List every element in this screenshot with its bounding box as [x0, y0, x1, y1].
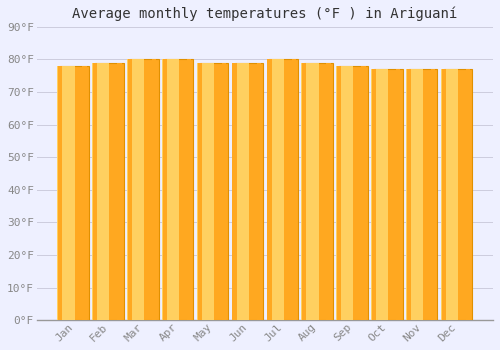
Bar — [130, 60, 158, 320]
Bar — [396, 69, 400, 320]
Bar — [127, 60, 144, 320]
Bar — [232, 63, 249, 320]
Bar — [257, 63, 261, 320]
Bar — [270, 60, 298, 320]
Bar — [304, 63, 333, 320]
Bar — [197, 63, 214, 320]
Bar — [165, 60, 194, 320]
Title: Average monthly temperatures (°F ) in Ariguaní: Average monthly temperatures (°F ) in Ar… — [72, 7, 458, 21]
Bar — [93, 63, 98, 320]
Bar — [152, 60, 156, 320]
Bar — [406, 69, 423, 320]
Bar — [232, 63, 236, 320]
Bar — [371, 69, 388, 320]
Bar — [58, 66, 62, 320]
Bar — [292, 60, 296, 320]
Bar — [58, 66, 74, 320]
Bar — [198, 63, 202, 320]
Bar — [339, 66, 368, 320]
Bar — [60, 66, 89, 320]
Bar — [302, 63, 306, 320]
Bar — [268, 60, 272, 320]
Bar — [444, 69, 472, 320]
Bar — [162, 60, 167, 320]
Bar — [118, 63, 122, 320]
Bar — [187, 60, 192, 320]
Bar — [442, 69, 446, 320]
Bar — [372, 69, 376, 320]
Bar — [441, 69, 458, 320]
Bar — [200, 63, 228, 320]
Bar — [82, 66, 87, 320]
Bar — [362, 66, 366, 320]
Bar — [374, 69, 402, 320]
Bar — [128, 60, 132, 320]
Bar — [326, 63, 330, 320]
Bar — [222, 63, 226, 320]
Bar — [406, 69, 411, 320]
Bar — [409, 69, 438, 320]
Bar — [302, 63, 318, 320]
Bar — [466, 69, 470, 320]
Bar — [336, 66, 353, 320]
Bar — [234, 63, 263, 320]
Bar — [92, 63, 110, 320]
Bar — [95, 63, 124, 320]
Bar — [162, 60, 179, 320]
Bar — [266, 60, 283, 320]
Bar — [337, 66, 342, 320]
Bar — [431, 69, 436, 320]
